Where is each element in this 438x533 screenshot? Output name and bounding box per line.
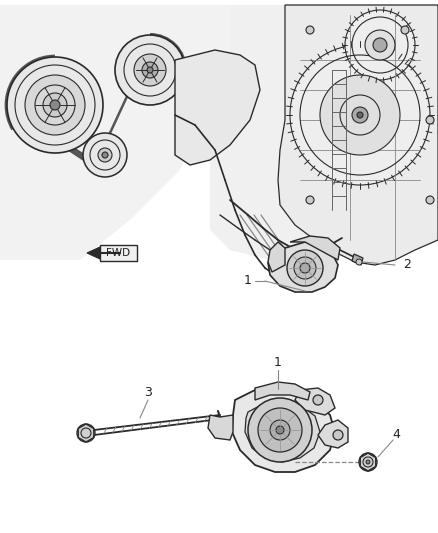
Text: 3: 3 (144, 385, 152, 399)
Circle shape (426, 116, 434, 124)
Circle shape (366, 460, 370, 464)
Polygon shape (278, 5, 438, 265)
Polygon shape (318, 420, 348, 448)
Circle shape (77, 424, 95, 442)
Circle shape (248, 398, 312, 462)
Circle shape (345, 10, 415, 80)
Circle shape (270, 420, 290, 440)
Polygon shape (295, 388, 335, 415)
Polygon shape (268, 242, 338, 292)
Circle shape (50, 100, 60, 110)
Circle shape (320, 75, 400, 155)
Circle shape (352, 107, 368, 123)
Polygon shape (78, 424, 94, 442)
Circle shape (147, 67, 153, 73)
Polygon shape (175, 50, 260, 165)
Polygon shape (245, 400, 320, 462)
Text: 1: 1 (274, 356, 282, 368)
Circle shape (134, 54, 166, 86)
Circle shape (365, 30, 395, 60)
Circle shape (373, 38, 387, 52)
Circle shape (294, 257, 316, 279)
Circle shape (102, 152, 108, 158)
Circle shape (306, 196, 314, 204)
Circle shape (401, 26, 409, 34)
Circle shape (43, 93, 67, 117)
Polygon shape (290, 236, 340, 260)
Circle shape (7, 57, 103, 153)
Polygon shape (268, 242, 285, 272)
Circle shape (290, 45, 430, 185)
Circle shape (276, 426, 284, 434)
Circle shape (258, 408, 302, 452)
Polygon shape (0, 5, 230, 260)
Polygon shape (352, 254, 363, 265)
Circle shape (83, 133, 127, 177)
Circle shape (357, 112, 363, 118)
Circle shape (359, 453, 377, 471)
Text: 1: 1 (244, 274, 252, 287)
Circle shape (333, 430, 343, 440)
Circle shape (300, 263, 310, 273)
Circle shape (306, 26, 314, 34)
Circle shape (426, 196, 434, 204)
Polygon shape (210, 5, 438, 260)
Polygon shape (100, 245, 137, 261)
Circle shape (142, 62, 158, 78)
Circle shape (356, 259, 362, 265)
Polygon shape (87, 247, 100, 259)
Polygon shape (232, 388, 335, 472)
Circle shape (25, 75, 85, 135)
Text: 2: 2 (403, 259, 411, 271)
Polygon shape (208, 415, 233, 440)
Circle shape (115, 35, 185, 105)
Circle shape (313, 395, 323, 405)
Text: FWD: FWD (106, 248, 130, 258)
Text: 4: 4 (392, 427, 400, 440)
Polygon shape (360, 453, 376, 471)
Circle shape (287, 250, 323, 286)
Polygon shape (255, 382, 310, 400)
Circle shape (98, 148, 112, 162)
